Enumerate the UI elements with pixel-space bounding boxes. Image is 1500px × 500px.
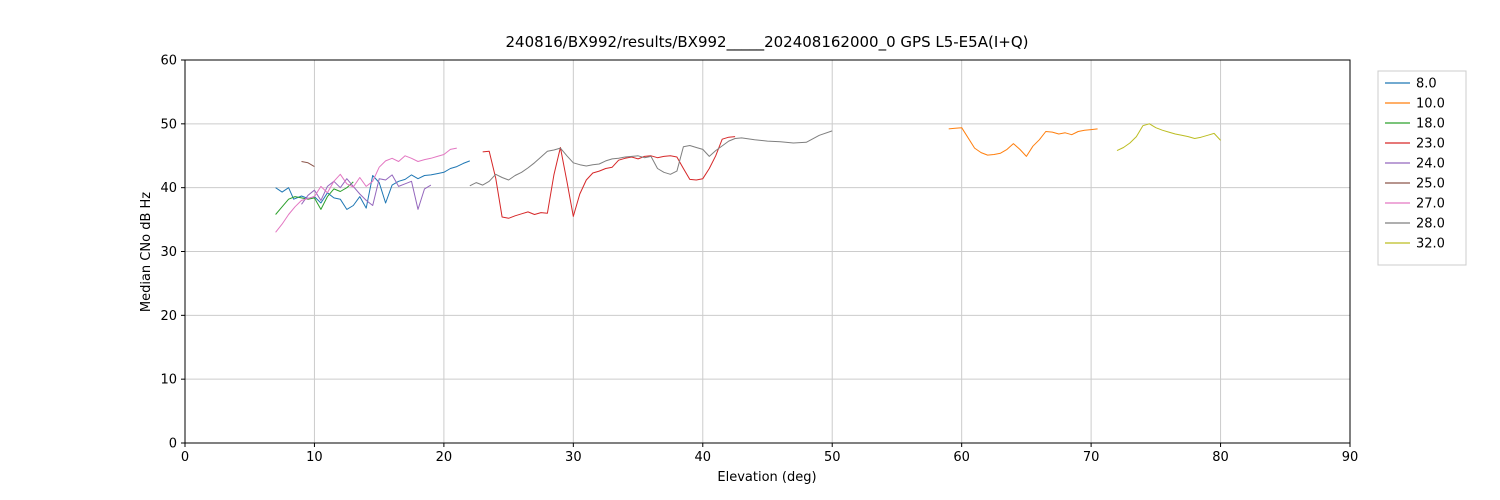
legend: 8.0 10.0 18.0 23.0 24.0 25.0 27.0 28.0 32.0 <box>1377 70 1467 266</box>
series-line-23.0 <box>482 136 736 219</box>
legend-item: 24.0 <box>1385 157 1445 172</box>
axes-layer: 0 10 20 30 40 50 60 70 80 90 0 10 20 30 40 50 60 <box>160 54 1358 466</box>
series-line-24.0 <box>301 174 432 210</box>
x-tick-label: 90 <box>1342 450 1359 465</box>
legend-label: 27.0 <box>1416 197 1445 212</box>
series-layer <box>275 123 1221 233</box>
legend-item: 8.0 <box>1385 77 1437 92</box>
legend-label: 24.0 <box>1416 157 1445 172</box>
legend-label: 25.0 <box>1416 177 1445 192</box>
series-line-25.0 <box>301 161 315 168</box>
x-tick-label: 0 <box>181 450 189 465</box>
x-tick-label: 30 <box>565 450 582 465</box>
legend-label: 28.0 <box>1416 217 1445 232</box>
x-tick-label: 70 <box>1083 450 1100 465</box>
legend-item: 32.0 <box>1385 237 1445 252</box>
legend-label: 8.0 <box>1416 77 1437 92</box>
y-tick-label: 30 <box>160 245 177 260</box>
series-line-18.0 <box>275 181 354 215</box>
legend-label: 23.0 <box>1416 137 1445 152</box>
grid-layer <box>184 59 1351 444</box>
y-tick-label: 60 <box>160 54 177 69</box>
x-tick-label: 80 <box>1212 450 1229 465</box>
legend-item: 23.0 <box>1385 137 1445 152</box>
y-tick-label: 50 <box>160 117 177 132</box>
legend-item: 27.0 <box>1385 197 1445 212</box>
legend-label: 18.0 <box>1416 117 1445 132</box>
legend-label: 32.0 <box>1416 237 1445 252</box>
x-tick-label: 60 <box>953 450 970 465</box>
series-line-10.0 <box>948 127 1098 157</box>
legend-item: 18.0 <box>1385 117 1445 132</box>
legend-item: 28.0 <box>1385 217 1445 232</box>
x-tick-label: 50 <box>824 450 841 465</box>
x-axis-label: Elevation (deg) <box>717 470 816 485</box>
legend-label: 10.0 <box>1416 97 1445 112</box>
series-line-27.0 <box>275 147 457 233</box>
legend-item: 25.0 <box>1385 177 1445 192</box>
series-line-28.0 <box>469 130 833 187</box>
y-axis-label: Median CNo dB Hz <box>139 192 154 312</box>
series-line-8.0 <box>275 160 470 210</box>
legend-item: 10.0 <box>1385 97 1445 112</box>
series-line-32.0 <box>1116 123 1221 152</box>
x-tick-label: 40 <box>695 450 712 465</box>
y-tick-label: 20 <box>160 309 177 324</box>
y-tick-label: 0 <box>169 437 177 452</box>
chart-title: 240816/BX992/results/BX992_____202408162… <box>506 33 1029 52</box>
y-tick-label: 40 <box>160 181 177 196</box>
y-tick-label: 10 <box>160 373 177 388</box>
x-tick-label: 20 <box>436 450 453 465</box>
x-tick-label: 10 <box>306 450 323 465</box>
